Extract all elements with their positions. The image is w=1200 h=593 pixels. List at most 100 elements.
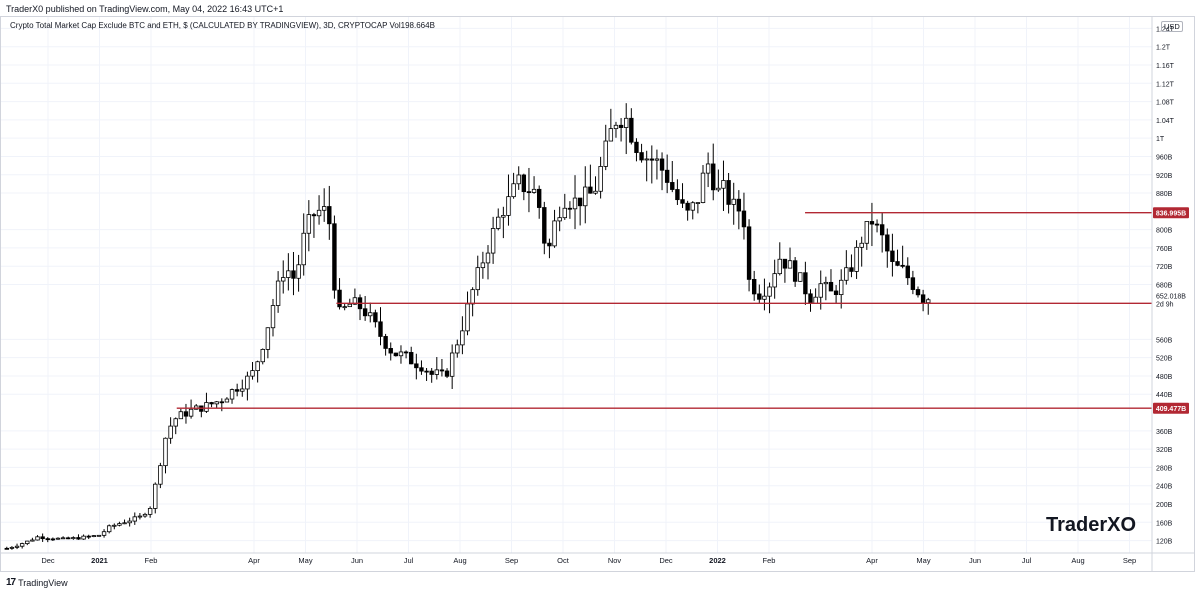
candle-up <box>624 117 629 128</box>
candle-up <box>91 535 97 538</box>
horizontal-levels[interactable] <box>176 212 1152 409</box>
author-watermark: TraderXO <box>1046 514 1137 536</box>
y-tick-label: 560B <box>1156 337 1173 344</box>
candle-up <box>434 369 440 375</box>
x-tick-label: Aug <box>1071 556 1084 565</box>
tradingview-footer[interactable]: 17 TradingView <box>6 577 68 588</box>
x-tick-label: Aug <box>453 556 466 565</box>
y-tick-label: 1.16T <box>1156 63 1175 70</box>
x-tick-label: Jul <box>404 556 414 565</box>
candle-down <box>393 352 399 357</box>
candle-down <box>542 207 547 244</box>
candle-up <box>25 540 30 544</box>
y-tick-label: 160B <box>1156 520 1173 527</box>
candle-up <box>188 408 194 417</box>
candle-down <box>885 234 890 252</box>
time-axis[interactable]: Dec 2021 Feb Apr May Jun Jul Aug Sep Oct Nov Dec 202… <box>41 556 1136 565</box>
candle-down <box>828 281 834 292</box>
candle-up <box>716 187 721 191</box>
candle-up <box>844 267 849 281</box>
candle-up <box>352 297 358 305</box>
candle-down <box>332 223 337 291</box>
y-tick-label: 1.12T <box>1156 81 1175 88</box>
candle-up <box>552 220 557 247</box>
candle-up <box>127 520 132 524</box>
candle-up <box>823 281 829 285</box>
candle-down <box>736 198 742 212</box>
candle-down <box>588 186 593 194</box>
candle-down <box>337 289 342 308</box>
candle-up <box>511 183 516 198</box>
candle-up <box>449 352 455 377</box>
candle-up <box>14 545 20 548</box>
y-tick-label: 920B <box>1156 173 1173 180</box>
x-tick-label: Apr <box>248 556 260 565</box>
candle-up <box>644 158 649 161</box>
price-axis[interactable]: 120B 160B 200B 240B 280B 320B 360B 440B 480B 520B… <box>1156 26 1175 545</box>
candle-up <box>572 197 578 210</box>
y-tick-label: 1.08T <box>1156 100 1175 107</box>
candle-up <box>562 207 567 219</box>
y-tick-label: 120B <box>1156 539 1173 546</box>
candle-up <box>772 273 777 288</box>
candle-down <box>910 277 916 290</box>
y-tick-label: 720B <box>1156 264 1173 271</box>
candle-up <box>96 534 102 537</box>
y-tick-label: 360B <box>1156 429 1173 436</box>
candle-down <box>403 351 409 354</box>
candle-down <box>664 169 670 183</box>
candle-up <box>531 188 537 193</box>
candle-up <box>214 401 219 405</box>
candle-up <box>731 198 736 205</box>
candle-up <box>204 402 209 412</box>
candle-up <box>142 513 148 517</box>
candle-up <box>485 252 491 264</box>
candle-down <box>900 264 905 267</box>
candle-down <box>905 265 910 279</box>
y-tick-label: 440B <box>1156 392 1173 399</box>
candle-up <box>153 483 158 509</box>
candle-up <box>859 242 864 248</box>
candle-up <box>81 535 86 540</box>
candle-down <box>414 363 419 369</box>
candle-up <box>224 398 230 403</box>
candle-up <box>398 351 404 357</box>
last-price-bg <box>1153 291 1190 310</box>
candle-up <box>173 418 178 427</box>
candle-up <box>260 349 265 363</box>
y-tick-label: 1T <box>1156 136 1165 143</box>
bar-countdown-label: 2d 9h <box>1156 301 1174 308</box>
y-tick-label: 320B <box>1156 447 1173 454</box>
candle-up <box>762 295 767 300</box>
candle-down <box>751 278 757 295</box>
candle-down <box>869 221 875 225</box>
candle-down <box>833 290 839 296</box>
y-tick-label: 680B <box>1156 283 1173 290</box>
candle-up <box>71 537 76 540</box>
candle-up <box>316 209 322 217</box>
y-tick-label: 880B <box>1156 191 1173 198</box>
footer-brand: TradingView <box>18 577 68 588</box>
candle-down <box>746 226 752 280</box>
candle-up <box>603 140 608 167</box>
candle-up <box>137 515 143 518</box>
candle-up <box>158 465 163 485</box>
candle-down <box>183 411 189 417</box>
candle-down <box>803 272 808 295</box>
x-tick-label: Nov <box>608 556 622 565</box>
candle-down <box>618 124 624 128</box>
candle-up <box>767 286 772 297</box>
candle-up <box>122 522 127 525</box>
last-price-label: 652.018B <box>1156 293 1186 300</box>
candle-down <box>879 224 885 236</box>
x-tick-label: Feb <box>763 556 776 565</box>
candle-up <box>301 232 306 266</box>
currency-badge[interactable]: USD <box>1161 21 1183 32</box>
candle-down <box>429 370 434 375</box>
candle-up <box>286 270 291 278</box>
chart-frame <box>0 16 1195 572</box>
candle-down <box>536 188 542 208</box>
x-tick-label: Dec <box>41 556 55 565</box>
candle-up <box>798 272 803 282</box>
